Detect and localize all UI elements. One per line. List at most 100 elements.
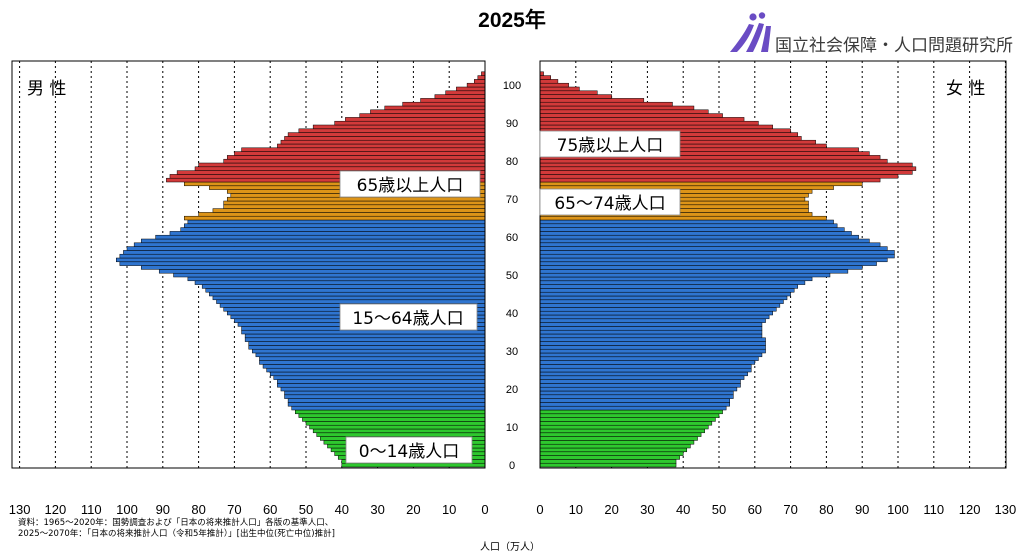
institute-logo — [730, 12, 771, 52]
female-bar — [539, 177, 881, 183]
female-bar — [539, 231, 852, 236]
male-bar — [248, 345, 486, 350]
female-bar — [539, 337, 766, 342]
source-line-1: 資料：1965～2020年：国勢調査および「日本の将来推計人口」各版の基準人口、 — [18, 518, 334, 528]
male-bar — [277, 143, 486, 149]
female-bar — [539, 447, 688, 453]
male-bar — [259, 360, 486, 365]
male-bar — [280, 386, 486, 392]
male-x-tick-label: 70 — [227, 502, 241, 517]
female-x-tick-label: 130 — [995, 502, 1017, 517]
female-bar — [539, 250, 895, 255]
male-x-tick-label: 30 — [370, 502, 384, 517]
male-bar — [277, 383, 486, 388]
male-bar — [262, 364, 486, 369]
male-bar — [209, 291, 486, 297]
male-bar — [119, 261, 486, 266]
female-bar — [539, 295, 788, 301]
male-x-tick-label: 90 — [156, 502, 170, 517]
female-bar — [539, 333, 763, 339]
female-bar — [539, 364, 752, 369]
male-bar — [155, 234, 486, 240]
female-bar — [539, 398, 730, 403]
female-bar — [539, 242, 881, 247]
female-bar — [539, 166, 917, 171]
male-bar — [287, 132, 486, 137]
male-bar — [334, 120, 486, 126]
female-bar — [539, 98, 645, 103]
male-bar — [287, 398, 486, 403]
female-x-tick-label: 40 — [676, 502, 690, 517]
female-bar — [539, 75, 551, 80]
female-bar — [539, 79, 559, 84]
male-bar — [305, 421, 486, 426]
female-x-tick-label: 30 — [640, 502, 654, 517]
female-bar — [539, 329, 763, 335]
female-bar — [539, 318, 766, 323]
female-bar — [539, 379, 741, 384]
group-label-0-14-text: 0～14歳人口 — [359, 442, 459, 462]
female-bar — [539, 101, 673, 107]
female-bar — [539, 261, 877, 266]
female-bar — [539, 413, 720, 418]
female-bar — [539, 455, 680, 460]
female-bar — [539, 120, 759, 126]
male-bar — [341, 462, 486, 468]
female-bar — [539, 390, 734, 396]
male-bar — [158, 269, 486, 274]
male-bar — [244, 337, 486, 342]
female-bar — [539, 117, 745, 122]
female-bar — [539, 215, 827, 221]
male-bar — [316, 432, 486, 437]
female-bar — [539, 105, 695, 111]
male-bar — [312, 124, 486, 130]
female-bar — [539, 436, 698, 441]
female-bar — [539, 284, 799, 289]
female-x-tick-label: 120 — [959, 502, 981, 517]
female-bar — [539, 303, 781, 308]
female-bar — [539, 405, 727, 411]
male-x-tick-label: 110 — [81, 502, 102, 517]
male-bar — [277, 379, 486, 384]
female-bar — [539, 227, 845, 232]
male-bar — [287, 402, 486, 407]
female-bar — [539, 158, 888, 164]
male-bar — [223, 158, 486, 164]
male-axis-ticks: 130 120 110 100 90 80 70 60 50 40 30 20 10 0 — [9, 502, 489, 517]
female-bar — [539, 170, 913, 175]
female-plot-frame — [539, 60, 1007, 469]
male-bar — [456, 86, 486, 92]
female-x-tick-label: 100 — [887, 502, 909, 517]
female-bar — [539, 443, 691, 449]
female-bar — [539, 265, 863, 270]
female-bar — [539, 234, 859, 240]
male-x-tick-label: 80 — [191, 502, 205, 517]
female-bar — [539, 253, 895, 259]
female-bar — [539, 307, 777, 312]
male-x-tick-label: 50 — [299, 502, 313, 517]
female-bar — [539, 424, 709, 430]
male-bar — [201, 284, 486, 289]
female-bar — [539, 86, 580, 92]
age-axis-ticks: 0 10 20 30 40 50 60 70 80 90 100 — [503, 80, 521, 472]
group-label-0-14: 0～14歳人口 — [345, 436, 473, 464]
male-x-tick-label: 130 — [9, 502, 31, 517]
male-bar — [123, 250, 486, 255]
male-bar — [194, 280, 486, 285]
female-bar — [539, 223, 838, 228]
female-bar — [539, 310, 773, 316]
male-bar — [259, 356, 486, 361]
female-bar — [539, 360, 756, 365]
female-bar — [539, 394, 734, 399]
male-bar — [284, 394, 486, 399]
male-bar — [234, 151, 486, 156]
source-note: 資料：1965～2020年：国勢調査および「日本の将来推計人口」各版の基準人口、… — [18, 518, 335, 540]
male-bar — [420, 98, 486, 103]
male-x-tick-label: 120 — [45, 502, 67, 517]
group-label-15-64: 15～64歳人口 — [339, 303, 478, 331]
female-bar — [539, 113, 723, 118]
x-axis-label: 人口（万人） — [480, 542, 540, 553]
age-tick-label: 60 — [506, 232, 518, 244]
male-side-label: 男 性 — [27, 79, 66, 99]
female-bar — [539, 71, 544, 76]
